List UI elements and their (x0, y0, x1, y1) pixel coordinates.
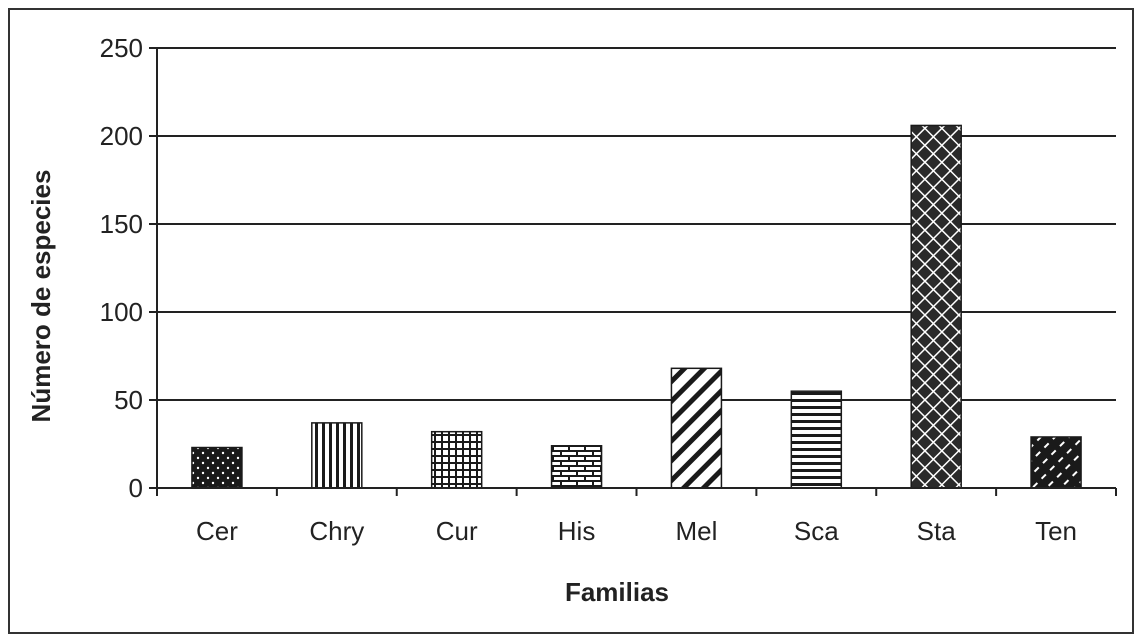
bar-mel (670, 367, 723, 489)
x-tick-label: Mel (675, 516, 717, 546)
x-tick-label: His (558, 516, 596, 546)
bar-cer (191, 446, 243, 489)
y-tick-label: 200 (100, 121, 143, 151)
y-tick-label: 0 (129, 473, 143, 503)
bar-chry (311, 422, 363, 489)
bar-sta (910, 124, 962, 489)
bars (191, 124, 1082, 489)
x-tick-label: Sca (794, 516, 839, 546)
bar-ten (1030, 436, 1082, 489)
bar-sca (790, 390, 843, 489)
x-tick-label: Ten (1035, 516, 1077, 546)
x-tick-label: Cur (436, 516, 478, 546)
x-tick-label: Chry (309, 516, 364, 546)
x-axis-title: Familias (565, 577, 669, 607)
x-tick-label: Cer (196, 516, 238, 546)
gridlines (157, 47, 1116, 401)
bar-cur (430, 430, 483, 489)
y-tick-label: 150 (100, 209, 143, 239)
axes (149, 47, 1117, 496)
bar-his (550, 445, 603, 489)
y-tick-label: 50 (114, 385, 143, 415)
x-tick-label: Sta (917, 516, 957, 546)
tick-labels: 0 50 100 150 200 250 Cer Chry Cur His Mel Sca Sta Ten (100, 33, 1077, 546)
y-tick-label: 250 (100, 33, 143, 63)
y-axis-title: Número de especies (26, 170, 56, 423)
y-tick-label: 100 (100, 297, 143, 327)
